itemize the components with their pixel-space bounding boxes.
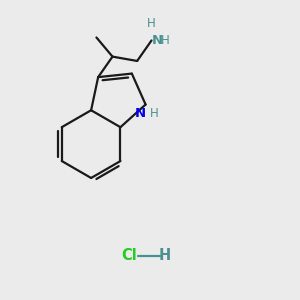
Text: Cl: Cl — [122, 248, 137, 263]
Text: H: H — [159, 248, 171, 263]
Text: H: H — [161, 34, 170, 47]
Text: H: H — [147, 17, 156, 30]
Text: N: N — [152, 34, 163, 47]
Text: N: N — [134, 107, 146, 120]
Text: H: H — [150, 107, 159, 120]
